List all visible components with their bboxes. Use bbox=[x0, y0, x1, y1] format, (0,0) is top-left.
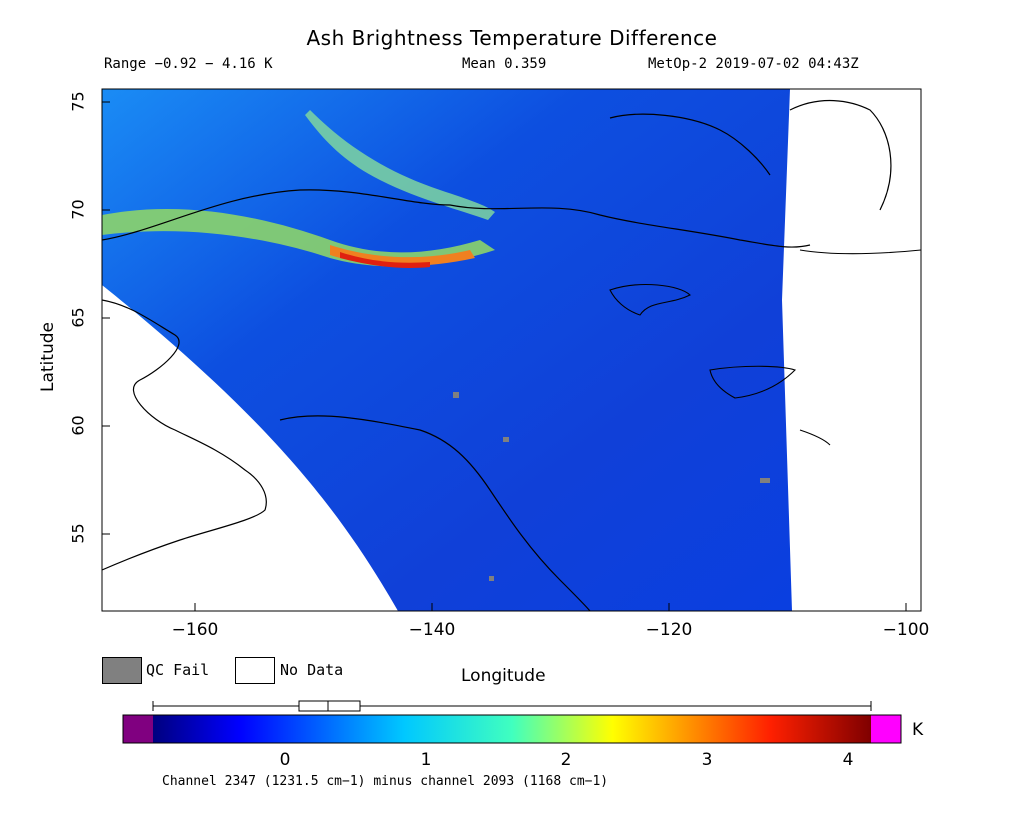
satellite-timestamp: MetOp-2 2019-07-02 04:43Z bbox=[648, 56, 859, 72]
tick-marks bbox=[102, 101, 907, 611]
colorbar-tick-label: 4 bbox=[842, 750, 854, 770]
qc-fail-pixel bbox=[503, 437, 509, 442]
y-tick-label: 75 bbox=[68, 91, 88, 112]
plot-frame bbox=[101, 88, 922, 612]
colorbar bbox=[122, 714, 902, 744]
qc-fail-label: QC Fail bbox=[146, 661, 210, 679]
colorbar-under bbox=[123, 715, 153, 743]
ash-plume-band bbox=[102, 209, 495, 267]
colorbar-tick-label: 2 bbox=[560, 750, 572, 770]
y-axis-label: Latitude bbox=[38, 322, 58, 392]
coastline-arctic bbox=[609, 100, 892, 211]
y-tick-label: 55 bbox=[68, 523, 88, 544]
range-readout: Range −0.92 − 4.16 K bbox=[104, 56, 273, 72]
x-tick-label: −100 bbox=[882, 620, 930, 640]
map-area bbox=[102, 89, 921, 611]
chart-title: Ash Brightness Temperature Difference bbox=[306, 26, 718, 50]
channel-footer: Channel 2347 (1231.5 cm−1) minus channel… bbox=[162, 774, 609, 789]
no-data-swatch bbox=[235, 657, 275, 684]
y-tick-label: 70 bbox=[68, 199, 88, 220]
hudson-coast bbox=[799, 249, 921, 446]
qc-fail-pixel bbox=[453, 392, 459, 398]
colorbar-tick-label: 0 bbox=[279, 750, 291, 770]
x-tick-label: −160 bbox=[171, 620, 219, 640]
colorbar-over bbox=[871, 715, 901, 743]
no-data-label: No Data bbox=[280, 661, 344, 679]
qc-fail-swatch bbox=[102, 657, 142, 684]
y-tick-label: 60 bbox=[68, 415, 88, 436]
histogram-boxplot bbox=[152, 700, 872, 712]
ash-plume-max bbox=[340, 252, 430, 268]
qc-fail-pixel bbox=[760, 478, 770, 483]
colorbar-unit: K bbox=[912, 720, 924, 740]
great-slave-lake bbox=[709, 365, 797, 399]
x-tick-label: −120 bbox=[645, 620, 693, 640]
coastline-panhandle bbox=[279, 415, 591, 611]
colorbar-gradient bbox=[153, 715, 871, 743]
mean-readout: Mean 0.359 bbox=[462, 56, 547, 72]
great-bear-lake bbox=[609, 284, 691, 316]
y-tick-label: 65 bbox=[68, 307, 88, 328]
colorbar-tick-label: 1 bbox=[420, 750, 432, 770]
x-tick-label: −140 bbox=[408, 620, 456, 640]
x-axis-label: Longitude bbox=[461, 666, 546, 686]
coastline bbox=[102, 299, 267, 571]
colorbar-tick-label: 3 bbox=[701, 750, 713, 770]
qc-fail-pixel bbox=[489, 576, 494, 581]
ash-plume-north bbox=[305, 110, 495, 220]
coastline-north bbox=[102, 189, 811, 248]
